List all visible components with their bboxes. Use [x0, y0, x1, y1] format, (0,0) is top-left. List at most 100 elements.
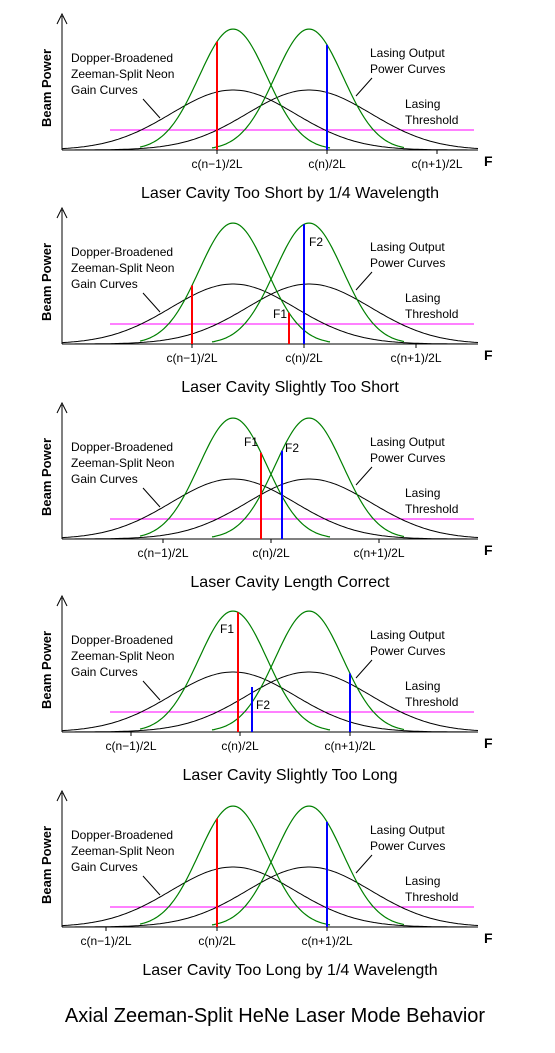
panel-1-tick-label: c(n−1)/2L [191, 157, 242, 171]
panel-3-gain-label-line2: Zeeman-Split Neon [71, 456, 174, 470]
panel-3-y-axis-label: Beam Power [39, 438, 54, 516]
panel-3-gain-label-line1: Dopper-Broadened [71, 440, 173, 454]
panel-5-output-curve-left [139, 805, 331, 926]
panel-5-y-axis-arrow [56, 789, 68, 802]
panel-1-y-axis-arrow [56, 12, 68, 25]
panel-4-mode-f1-label: F1 [220, 622, 234, 636]
panel-4-output-curve-right [211, 610, 405, 731]
panel-5-caption: Laser Cavity Too Long by 1/4 Wavelength [142, 962, 437, 979]
panel-3-output-curve-left [139, 417, 331, 538]
panel-3-gain-label-line3: Gain Curves [71, 472, 138, 486]
panel-1-output-label-line2: Power Curves [370, 62, 445, 76]
panel-3-output-label-line1: Lasing Output [370, 435, 445, 449]
panel-5-tick-label: c(n−1)/2L [80, 934, 131, 948]
panel-1-gain-curve-left [61, 89, 478, 151]
panel-5-output-label-line2: Power Curves [370, 839, 445, 853]
panel-4-caption: Laser Cavity Slightly Too Long [183, 767, 398, 784]
panel-3-x-axis-label: F [484, 542, 493, 558]
diagram-title: Axial Zeeman-Split HeNe Laser Mode Behav… [65, 1005, 486, 1027]
panel-2-gain-label-line1: Dopper-Broadened [71, 245, 173, 259]
panel-2-gain-label-pointer [142, 292, 161, 313]
panel-2-y-axis-arrow [56, 206, 68, 219]
panel-2-x-axis-label: F [484, 347, 493, 363]
panel-3-gain-curve-left [61, 478, 478, 540]
panel-3-tick-label: c(n+1)/2L [353, 546, 404, 560]
panel-2-output-curve-right [211, 222, 405, 343]
panel-1-tick-label: c(n+1)/2L [411, 157, 462, 171]
panel-1-output-curve-left [139, 28, 331, 149]
panel-3-threshold-label-line1: Lasing [405, 486, 440, 500]
panel-2-tick-label: c(n+1)/2L [390, 351, 441, 365]
panel-1-gain-label-line3: Gain Curves [71, 83, 138, 97]
panel-4-tick-label: c(n)/2L [221, 739, 259, 753]
panel-4-tick-label: c(n+1)/2L [324, 739, 375, 753]
panel-1-output-label-pointer [355, 77, 373, 97]
panel-1-y-axis-label: Beam Power [39, 49, 54, 127]
panel-1-threshold-label-line2: Threshold [405, 113, 458, 127]
panel-1-tick-label: c(n)/2L [308, 157, 346, 171]
panel-2-threshold-label-line1: Lasing [405, 291, 440, 305]
panel-5-output-label-pointer [355, 854, 373, 874]
panel-5-output-label-line1: Lasing Output [370, 823, 445, 837]
panel-2-gain-curve-left [61, 283, 478, 345]
panel-4-gain-label-line1: Dopper-Broadened [71, 633, 173, 647]
panel-5-gain-label-line3: Gain Curves [71, 860, 138, 874]
panel-2-output-label-line2: Power Curves [370, 256, 445, 270]
panel-5-gain-label-line1: Dopper-Broadened [71, 828, 173, 842]
panel-4-x-axis-label: F [484, 735, 493, 751]
panel-4-gain-label-line3: Gain Curves [71, 665, 138, 679]
panel-1-gain-curve-right [62, 89, 479, 151]
panel-2-output-label-pointer [355, 271, 373, 291]
panel-1-gain-label-line2: Zeeman-Split Neon [71, 67, 174, 81]
panel-2-output-label-line1: Lasing Output [370, 240, 445, 254]
panel-1-x-axis-label: F [484, 153, 493, 169]
panel-2-tick-label: c(n)/2L [285, 351, 323, 365]
panel-3-y-axis-arrow [56, 401, 68, 414]
panel-1-gain-label-pointer [142, 98, 161, 119]
panel-4-output-label-line2: Power Curves [370, 644, 445, 658]
panel-3-mode-f2-label: F2 [285, 441, 299, 455]
panel-2-tick-label: c(n−1)/2L [166, 351, 217, 365]
panel-1-output-label-line1: Lasing Output [370, 46, 445, 60]
panel-5-gain-label-line2: Zeeman-Split Neon [71, 844, 174, 858]
panel-3-gain-curve-right [62, 478, 479, 540]
panel-3-output-label-line2: Power Curves [370, 451, 445, 465]
panel-5-tick-label: c(n)/2L [198, 934, 236, 948]
panel-1-caption: Laser Cavity Too Short by 1/4 Wavelength [141, 185, 439, 202]
panel-4-gain-label-pointer [142, 680, 161, 701]
panel-2-output-curve-left [139, 222, 331, 343]
panel-5-gain-curve-right [62, 866, 479, 928]
panel-3-mode-f1-label: F1 [244, 435, 258, 449]
panel-4-mode-f2-label: F2 [256, 698, 270, 712]
panel-2-gain-label-line2: Zeeman-Split Neon [71, 261, 174, 275]
panel-5-y-axis-label: Beam Power [39, 826, 54, 904]
panel-5-threshold-label-line2: Threshold [405, 890, 458, 904]
panel-3-output-curve-right [211, 417, 405, 538]
panel-4-threshold-label-line2: Threshold [405, 695, 458, 709]
panel-4-threshold-label-line1: Lasing [405, 679, 440, 693]
panel-4-y-axis-label: Beam Power [39, 631, 54, 709]
panel-5-output-curve-right [211, 805, 405, 926]
panel-4-output-curve-left [139, 610, 331, 731]
panel-5-gain-label-pointer [142, 875, 161, 896]
panel-3-tick-label: c(n−1)/2L [137, 546, 188, 560]
panel-2-caption: Laser Cavity Slightly Too Short [181, 379, 399, 396]
panel-4-y-axis-arrow [56, 594, 68, 607]
panel-2-gain-curve-right [62, 283, 479, 345]
panel-3-caption: Laser Cavity Length Correct [190, 574, 390, 591]
panel-1-output-curve-right [211, 28, 405, 149]
panel-4-tick-label: c(n−1)/2L [105, 739, 156, 753]
panel-1-gain-label-line1: Dopper-Broadened [71, 51, 173, 65]
panel-4-gain-label-line2: Zeeman-Split Neon [71, 649, 174, 663]
panel-5-tick-label: c(n+1)/2L [301, 934, 352, 948]
panel-3-gain-label-pointer [142, 487, 161, 508]
panel-4-output-label-pointer [355, 659, 373, 679]
panel-1-threshold-label-line1: Lasing [405, 97, 440, 111]
panel-2-gain-label-line3: Gain Curves [71, 277, 138, 291]
panel-4-output-label-line1: Lasing Output [370, 628, 445, 642]
panel-2-threshold-label-line2: Threshold [405, 307, 458, 321]
panel-5-x-axis-label: F [484, 930, 493, 946]
panel-3-tick-label: c(n)/2L [252, 546, 290, 560]
panel-2-mode-f1-label: F1 [273, 307, 287, 321]
